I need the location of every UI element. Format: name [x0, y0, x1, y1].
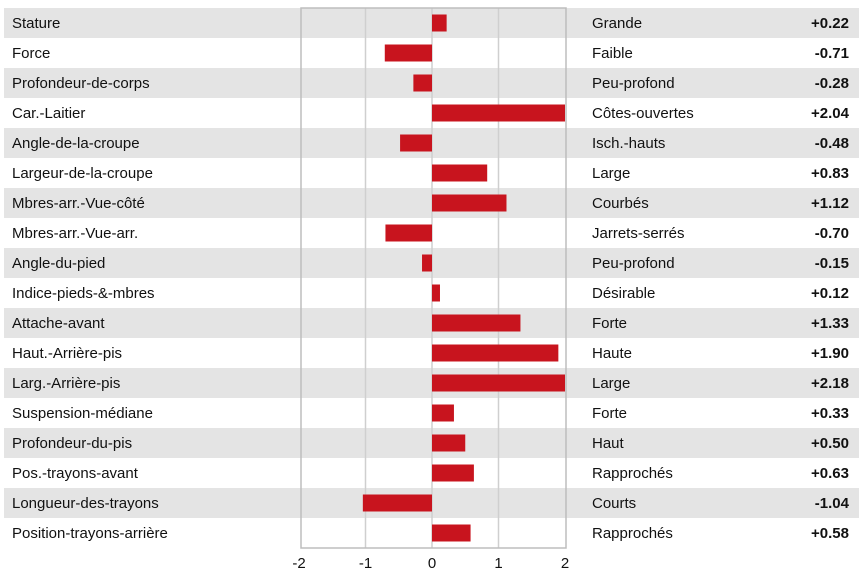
- bar-angle-de-la-croupe: [400, 134, 432, 152]
- trait-label-car-laitier: Car.-Laitier: [12, 105, 85, 122]
- plot-frame: [300, 7, 567, 549]
- bar-pos-trayons-avant: [432, 464, 474, 482]
- value-label: -0.71: [815, 45, 849, 62]
- x-tick-label: 1: [494, 555, 502, 571]
- bar-indice-pieds-mbres: [432, 284, 440, 302]
- descriptor-label: Rapprochés: [592, 465, 673, 482]
- descriptor-label: Courbés: [592, 195, 649, 212]
- bar-force: [384, 44, 432, 62]
- descriptor-label: Peu-profond: [592, 75, 675, 92]
- value-label: +0.50: [811, 435, 849, 452]
- trait-labels: Stature Force Profondeur-de-corps Car.-Lait…: [12, 15, 168, 542]
- x-axis-ticks: -2 -1 0 1 2: [292, 555, 569, 571]
- trait-label-suspension-mediane: Suspension-médiane: [12, 405, 153, 422]
- bar-car-laitier: [432, 104, 565, 122]
- value-label: -1.04: [815, 495, 850, 512]
- bar-profondeur-de-corps: [413, 74, 432, 92]
- value-label: +0.83: [811, 165, 849, 182]
- x-tick-label: 0: [428, 555, 436, 571]
- descriptor-label: Haut: [592, 435, 625, 452]
- trait-label-attache-avant: Attache-avant: [12, 315, 105, 332]
- value-label: -0.28: [815, 75, 849, 92]
- x-tick-label: 2: [561, 555, 569, 571]
- value-labels: +0.22 -0.71 -0.28 +2.04 -0.48 +0.83 +1.12 -0.70…: [811, 15, 850, 542]
- value-label: +0.12: [811, 285, 849, 302]
- value-label: -0.15: [815, 255, 849, 272]
- trait-label-larg-arriere-pis: Larg.-Arrière-pis: [12, 375, 120, 392]
- trait-label-mbres-arr-vue-arr: Mbres-arr.-Vue-arr.: [12, 225, 138, 242]
- bars: [362, 14, 565, 542]
- trait-label-angle-du-pied: Angle-du-pied: [12, 255, 105, 272]
- value-label: +1.33: [811, 315, 849, 332]
- bar-position-trayons-arriere: [432, 524, 471, 542]
- x-tick-label: -2: [292, 555, 305, 571]
- value-label: +0.22: [811, 15, 849, 32]
- value-label: +1.90: [811, 345, 849, 362]
- bar-attache-avant: [432, 314, 521, 332]
- value-label: +2.04: [811, 105, 850, 122]
- descriptor-label: Courts: [592, 495, 636, 512]
- trait-label-pos-trayons-avant: Pos.-trayons-avant: [12, 465, 139, 482]
- trait-label-profondeur-du-pis: Profondeur-du-pis: [12, 435, 132, 452]
- trait-label-stature: Stature: [12, 15, 60, 32]
- trait-label-mbres-arr-vue-cote: Mbres-arr.-Vue-côté: [12, 195, 145, 212]
- value-label: -0.48: [815, 135, 849, 152]
- descriptor-label: Côtes-ouvertes: [592, 105, 694, 122]
- bar-suspension-mediane: [432, 404, 454, 422]
- value-label: +1.12: [811, 195, 849, 212]
- descriptor-label: Isch.-hauts: [592, 135, 665, 152]
- trait-label-haut-arriere-pis: Haut.-Arrière-pis: [12, 345, 122, 362]
- descriptor-label: Forte: [592, 315, 627, 332]
- descriptor-label: Haute: [592, 345, 632, 362]
- bar-largeur-de-la-croupe: [432, 164, 488, 182]
- bar-haut-arriere-pis: [432, 344, 559, 362]
- descriptor-labels: Grande Faible Peu-profond Côtes-ouvertes Isc…: [592, 15, 694, 542]
- descriptor-label: Grande: [592, 15, 642, 32]
- trait-label-force: Force: [12, 45, 50, 62]
- value-label: +0.58: [811, 525, 849, 542]
- trait-label-indice-pieds-mbres: Indice-pieds-&-mbres: [12, 285, 155, 302]
- value-label: -0.70: [815, 225, 849, 242]
- trait-label-longueur-des-trayons: Longueur-des-trayons: [12, 495, 159, 512]
- descriptor-label: Peu-profond: [592, 255, 675, 272]
- value-label: +2.18: [811, 375, 849, 392]
- trait-label-largeur-de-la-croupe: Largeur-de-la-croupe: [12, 165, 153, 182]
- descriptor-label: Large: [592, 165, 630, 182]
- bar-profondeur-du-pis: [432, 434, 466, 452]
- bar-angle-du-pied: [422, 254, 432, 272]
- bar-longueur-des-trayons: [362, 494, 432, 512]
- trait-label-profondeur-de-corps: Profondeur-de-corps: [12, 75, 150, 92]
- value-label: +0.33: [811, 405, 849, 422]
- bar-larg-arriere-pis: [432, 374, 565, 392]
- bar-stature: [432, 14, 447, 32]
- value-label: +0.63: [811, 465, 849, 482]
- grid-lines: [364, 8, 500, 548]
- trait-label-position-trayons-arriere: Position-trayons-arrière: [12, 525, 168, 542]
- descriptor-label: Faible: [592, 45, 633, 62]
- descriptor-label: Jarrets-serrés: [592, 225, 685, 242]
- bar-mbres-arr-vue-cote: [432, 194, 507, 212]
- descriptor-label: Large: [592, 375, 630, 392]
- bar-mbres-arr-vue-arr: [385, 224, 432, 242]
- x-tick-label: -1: [359, 555, 372, 571]
- descriptor-label: Désirable: [592, 285, 655, 302]
- descriptor-label: Rapprochés: [592, 525, 673, 542]
- trait-label-angle-de-la-croupe: Angle-de-la-croupe: [12, 135, 140, 152]
- descriptor-label: Forte: [592, 405, 627, 422]
